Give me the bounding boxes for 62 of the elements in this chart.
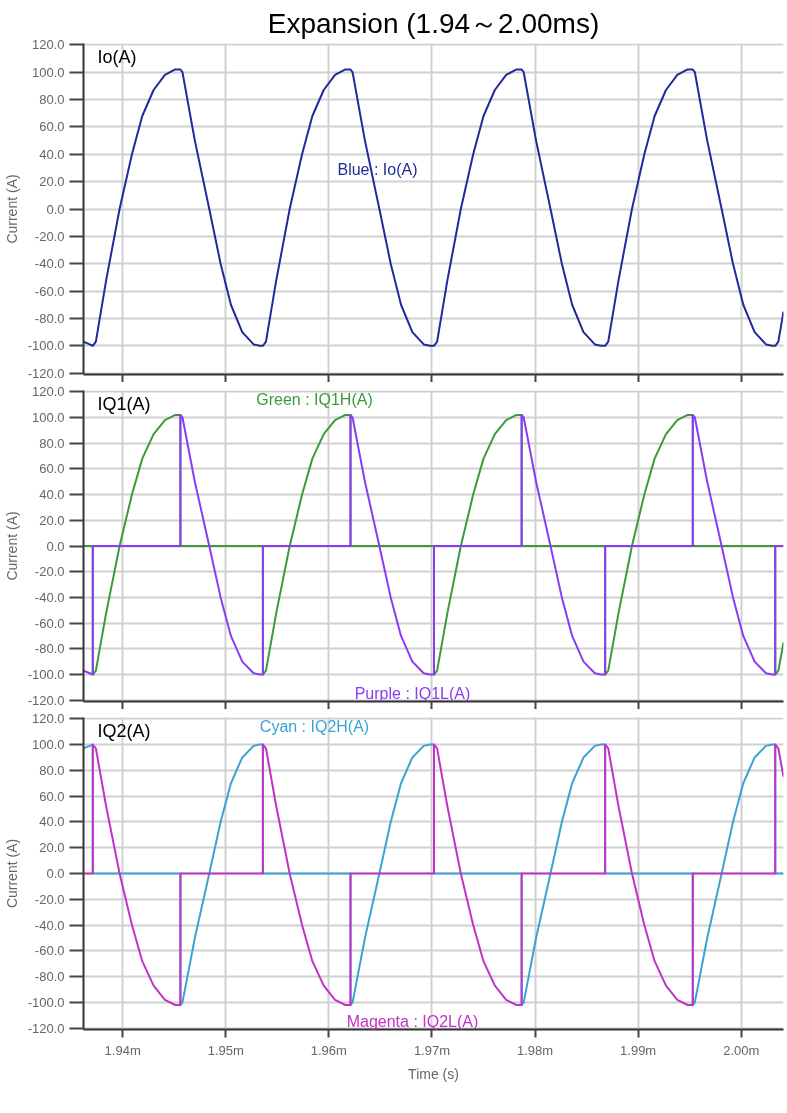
y-tick-label: 120.0 xyxy=(31,384,65,400)
y-tick-label: -100.0 xyxy=(27,994,65,1010)
x-tick-label: 1.94m xyxy=(104,1042,141,1058)
y-tick-label: -100.0 xyxy=(27,338,65,354)
y-tick-label: -100.0 xyxy=(27,667,65,683)
y-tick-label: 120.0 xyxy=(31,37,65,53)
y-tick-label: 20.0 xyxy=(39,174,65,190)
x-tick-label: 1.96m xyxy=(310,1042,347,1058)
series-label: Blue : Io(A) xyxy=(337,160,418,178)
line-series xyxy=(83,743,784,1006)
y-tick-label: -60.0 xyxy=(34,943,65,959)
y-tick-label: 20.0 xyxy=(39,512,65,528)
y-tick-label: -20.0 xyxy=(34,228,65,244)
y-tick-label: -40.0 xyxy=(34,917,65,933)
x-tick-label: 1.98m xyxy=(516,1042,554,1058)
y-tick-label: 0.0 xyxy=(46,201,65,217)
x-tick-label: 1.95m xyxy=(207,1042,244,1058)
x-axis-title: Time (s) xyxy=(408,1065,459,1082)
y-tick-label: -60.0 xyxy=(34,283,65,299)
series-label: Magenta : IQ2L(A) xyxy=(346,1012,479,1030)
y-tick-label: -120.0 xyxy=(27,692,65,708)
y-tick-label: -40.0 xyxy=(34,256,65,272)
y-tick-label: -120.0 xyxy=(27,1020,65,1036)
y-tick-label: 0.0 xyxy=(46,866,65,881)
y-tick-label: -40.0 xyxy=(34,589,65,605)
y-tick-label: 0.0 xyxy=(46,538,65,554)
y-tick-label: 40.0 xyxy=(39,146,65,162)
y-axis-title: Current (A) xyxy=(3,174,20,244)
y-tick-label: 40.0 xyxy=(39,814,65,830)
y-tick-label: -20.0 xyxy=(34,891,65,907)
x-tick-label: 1.97m xyxy=(413,1042,451,1058)
y-tick-label: 100.0 xyxy=(31,737,65,753)
series-label: Purple : IQ1L(A) xyxy=(354,684,471,702)
series-label: Cyan : IQ2H(A) xyxy=(259,717,370,735)
y-tick-label: 80.0 xyxy=(39,762,65,778)
line-series xyxy=(83,413,784,676)
y-tick-label: -80.0 xyxy=(34,641,65,657)
chart-title: Expansion (1.94～2.00ms) xyxy=(267,7,600,39)
y-tick-label: -80.0 xyxy=(34,310,65,326)
y-tick-label: 60.0 xyxy=(39,788,65,804)
x-tick-label: 2.00m xyxy=(723,1042,760,1058)
y-tick-label: 40.0 xyxy=(39,487,65,503)
annotation: IQ2(A) xyxy=(97,720,151,741)
y-tick-label: -60.0 xyxy=(34,615,65,631)
y-axis-title: Current (A) xyxy=(3,838,20,909)
series-label: Green : IQ1H(A) xyxy=(256,390,373,408)
annotation: IQ1(A) xyxy=(97,393,151,414)
y-tick-label: 60.0 xyxy=(39,119,65,135)
line-series xyxy=(83,68,784,347)
y-tick-label: 100.0 xyxy=(31,64,65,80)
y-tick-label: 80.0 xyxy=(39,92,65,108)
y-tick-label: 100.0 xyxy=(31,409,65,425)
y-tick-label: -80.0 xyxy=(34,969,65,985)
annotation: Io(A) xyxy=(97,46,137,67)
y-tick-label: 80.0 xyxy=(39,435,65,451)
y-tick-label: 120.0 xyxy=(31,711,65,727)
x-tick-label: 1.99m xyxy=(620,1042,657,1058)
y-axis-title: Current (A) xyxy=(3,511,20,581)
y-tick-label: 20.0 xyxy=(39,840,65,856)
y-tick-label: 60.0 xyxy=(39,461,65,477)
y-tick-label: -120.0 xyxy=(27,365,65,381)
y-tick-label: -20.0 xyxy=(34,564,65,580)
